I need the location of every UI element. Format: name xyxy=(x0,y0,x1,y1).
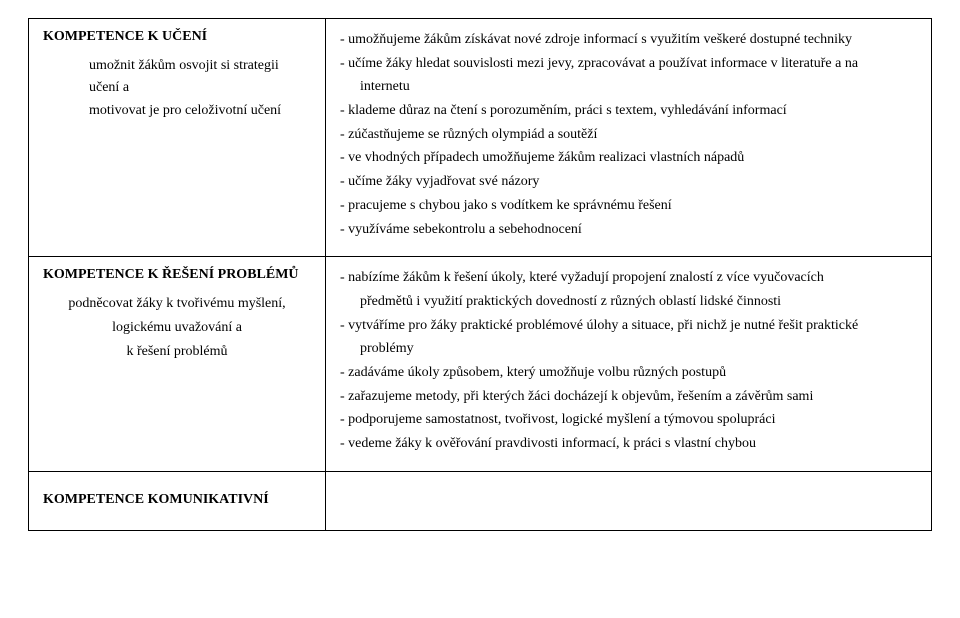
list-item: - ve vhodných případech umožňujeme žákům… xyxy=(340,147,917,169)
sub-line: k řešení problémů xyxy=(43,341,311,363)
sub-line: logickému uvažování a xyxy=(43,317,311,339)
cell-right-2: - nabízíme žákům k řešení úkoly, které v… xyxy=(326,257,932,472)
list-item: - pracujeme s chybou jako s vodítkem ke … xyxy=(340,195,917,217)
heading-2: KOMPETENCE K ŘEŠENÍ PROBLÉMŮ xyxy=(43,267,311,283)
table-row: KOMPETENCE K UČENÍ umožnit žákům osvojit… xyxy=(29,19,932,257)
cell-right-1: - umožňujeme žákům získávat nové zdroje … xyxy=(326,19,932,257)
cell-left-1: KOMPETENCE K UČENÍ umožnit žákům osvojit… xyxy=(29,19,326,257)
list-item: internetu xyxy=(340,76,917,98)
cell-left-2: KOMPETENCE K ŘEŠENÍ PROBLÉMŮ podněcovat … xyxy=(29,257,326,472)
list-item: problémy xyxy=(340,338,917,360)
list-item: - vytváříme pro žáky praktické problémov… xyxy=(340,315,917,337)
list-item: - zúčastňujeme se různých olympiád a sou… xyxy=(340,124,917,146)
list-item: - umožňujeme žákům získávat nové zdroje … xyxy=(340,29,917,51)
cell-right-3 xyxy=(326,471,932,530)
list-item: - vedeme žáky k ověřování pravdivosti in… xyxy=(340,433,917,455)
bullet-list-1: - umožňujeme žákům získávat nové zdroje … xyxy=(340,29,917,240)
list-item: předmětů i využití praktických dovednost… xyxy=(340,291,917,313)
list-item: - zařazujeme metody, při kterých žáci do… xyxy=(340,386,917,408)
sub-line: umožnit žákům osvojit si strategii učení… xyxy=(43,55,311,98)
bullet-list-2: - nabízíme žákům k řešení úkoly, které v… xyxy=(340,267,917,455)
sub-line: motivovat je pro celoživotní učení xyxy=(43,100,311,122)
list-item: - klademe důraz na čtení s porozuměním, … xyxy=(340,100,917,122)
heading-1: KOMPETENCE K UČENÍ xyxy=(43,29,311,45)
table-row: KOMPETENCE KOMUNIKATIVNÍ xyxy=(29,471,932,530)
page-root: KOMPETENCE K UČENÍ umožnit žákům osvojit… xyxy=(0,0,960,618)
list-item: - nabízíme žákům k řešení úkoly, které v… xyxy=(340,267,917,289)
table-row: KOMPETENCE K ŘEŠENÍ PROBLÉMŮ podněcovat … xyxy=(29,257,932,472)
list-item: - zadáváme úkoly způsobem, který umožňuj… xyxy=(340,362,917,384)
competence-table: KOMPETENCE K UČENÍ umožnit žákům osvojit… xyxy=(28,18,932,531)
list-item: - učíme žáky vyjadřovat své názory xyxy=(340,171,917,193)
heading-3: KOMPETENCE KOMUNIKATIVNÍ xyxy=(43,492,311,508)
cell-left-3: KOMPETENCE KOMUNIKATIVNÍ xyxy=(29,471,326,530)
list-item: - podporujeme samostatnost, tvořivost, l… xyxy=(340,409,917,431)
list-item: - učíme žáky hledat souvislosti mezi jev… xyxy=(340,53,917,75)
sub-line: podněcovat žáky k tvořivému myšlení, xyxy=(43,293,311,315)
list-item: - využíváme sebekontrolu a sebehodnocení xyxy=(340,219,917,241)
